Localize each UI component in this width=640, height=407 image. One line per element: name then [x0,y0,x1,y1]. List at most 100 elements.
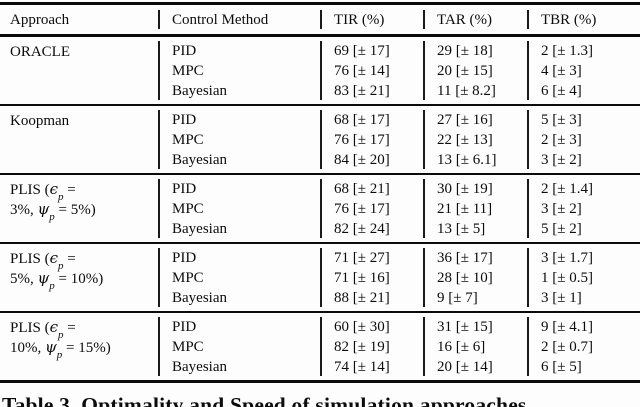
tbr-value: 6 [± 5] [541,358,582,375]
table-group-koopman: Koopman PID MPC Bayesian 68 [± 17] 76 [±… [0,106,640,173]
group-separator-rule [0,310,640,313]
tar-value: 29 [± 18] [437,42,493,59]
tir-value: 88 [± 21] [334,289,390,306]
header-tar: TAR (%) [423,5,527,34]
tar-value: 20 [± 15] [437,62,493,79]
tbr-value: 5 [± 3] [541,111,582,128]
tir-cell: 68 [± 21] 76 [± 17] 82 [± 24] [320,175,423,242]
approach-label-line2: 5%, ψp = 10%) [10,268,104,292]
tbr-value: 9 [± 4.1] [541,318,593,335]
approach-label-line2 [10,61,156,81]
header-tir: TIR (%) [320,5,423,34]
table-bottom-rule [0,379,640,383]
tir-value: 69 [± 17] [334,42,390,59]
tir-value: 82 [± 19] [334,338,390,355]
tar-value: 21 [± 11] [437,200,493,217]
control-method-cell: PID MPC Bayesian [158,175,320,242]
tar-value: 27 [± 16] [437,111,493,128]
control-method-value: MPC [172,200,204,217]
tbr-value: 3 [± 2] [541,151,582,168]
header-approach: Approach [10,12,70,28]
approach-cell: PLIS (ϵp = 3%, ψp = 5%) [0,175,158,242]
tir-value: 82 [± 24] [334,220,390,237]
tir-value: 83 [± 21] [334,82,390,99]
control-method-value: MPC [172,131,204,148]
tir-value: 76 [± 17] [334,200,390,217]
tir-value: 74 [± 14] [334,358,390,375]
tbr-cell: 5 [± 3] 2 [± 3] 3 [± 2] [527,106,640,173]
tar-cell: 31 [± 15] 16 [± 6] 20 [± 14] [423,313,527,380]
control-method-cell: PID MPC Bayesian [158,106,320,173]
control-method-value: MPC [172,62,204,79]
tir-value: 76 [± 14] [334,62,390,79]
tar-value: 11 [± 8.2] [437,82,496,99]
control-method-cell: PID MPC Bayesian [158,244,320,311]
header-bottom-rule [0,34,640,37]
tar-value: 9 [± 7] [437,289,478,306]
approach-label-line2: 10%, ψp = 15%) [10,337,111,361]
tar-value: 31 [± 15] [437,318,493,335]
tar-value: 20 [± 14] [437,358,493,375]
approach-label: PLIS (ϵp = [10,248,76,272]
group-separator-rule [0,172,640,175]
tbr-value: 2 [± 0.7] [541,338,593,355]
control-method-value: PID [172,249,197,266]
results-table: Approach Control Method TIR (%) TAR (%) … [0,2,640,383]
tar-cell: 30 [± 19] 21 [± 11] 13 [± 5] [423,175,527,242]
table-top-rule [0,2,640,5]
control-method-value: MPC [172,338,204,355]
tir-cell: 71 [± 27] 71 [± 16] 88 [± 21] [320,244,423,311]
header-tbr: TBR (%) [527,5,640,34]
control-method-value: MPC [172,269,204,286]
tbr-cell: 2 [± 1.3] 4 [± 3] 6 [± 4] [527,37,640,104]
tar-value: 36 [± 17] [437,249,493,266]
approach-cell: PLIS (ϵp = 5%, ψp = 10%) [0,244,158,311]
tbr-value: 2 [± 1.4] [541,180,593,197]
tir-value: 68 [± 21] [334,180,390,197]
tar-value: 30 [± 19] [437,180,493,197]
tbr-value: 1 [± 0.5] [541,269,593,286]
tar-value: 13 [± 6.1] [437,151,497,168]
tbr-value: 5 [± 2] [541,220,582,237]
tar-value: 22 [± 13] [437,131,493,148]
approach-cell: Koopman [0,106,158,173]
tbr-value: 3 [± 2] [541,200,582,217]
control-method-value: PID [172,318,197,335]
tir-cell: 69 [± 17] 76 [± 14] 83 [± 21] [320,37,423,104]
tir-value: 84 [± 20] [334,151,390,168]
tbr-cell: 3 [± 1.7] 1 [± 0.5] 3 [± 1] [527,244,640,311]
tir-value: 71 [± 16] [334,269,390,286]
tir-value: 71 [± 27] [334,249,390,266]
approach-label-line2 [10,130,156,150]
control-method-value: PID [172,111,197,128]
tar-cell: 27 [± 16] 22 [± 13] 13 [± 6.1] [423,106,527,173]
group-separator-rule [0,241,640,244]
tar-value: 28 [± 10] [437,269,493,286]
tar-value: 13 [± 5] [437,220,486,237]
table-group-plis-3-5: PLIS (ϵp = 3%, ψp = 5%) PID MPC Bayesian… [0,175,640,242]
tir-value: 76 [± 17] [334,131,390,148]
epsilon-symbol: ϵ [49,179,58,198]
approach-label: PLIS (ϵp = [10,317,76,341]
control-method-value: PID [172,42,197,59]
table-caption: Table 3. Optimality and Speed of simulat… [2,393,527,407]
tbr-value: 3 [± 1] [541,289,582,306]
control-method-cell: PID MPC Bayesian [158,313,320,380]
psi-symbol: ψ [37,268,50,287]
header-control-method: Control Method [158,5,320,34]
tir-cell: 68 [± 17] 76 [± 17] 84 [± 20] [320,106,423,173]
tbr-cell: 2 [± 1.4] 3 [± 2] 5 [± 2] [527,175,640,242]
tar-cell: 29 [± 18] 20 [± 15] 11 [± 8.2] [423,37,527,104]
tbr-value: 2 [± 1.3] [541,42,593,59]
control-method-value: PID [172,180,197,197]
tbr-value: 4 [± 3] [541,62,582,79]
approach-label-line2: 3%, ψp = 5%) [10,199,96,223]
table-group-oracle: ORACLE PID MPC Bayesian 69 [± 17] 76 [± … [0,37,640,104]
control-method-cell: PID MPC Bayesian [158,37,320,104]
tir-cell: 60 [± 30] 82 [± 19] 74 [± 14] [320,313,423,380]
group-separator-rule [0,103,640,106]
psi-symbol: ψ [37,199,50,218]
control-method-value: Bayesian [172,151,227,168]
tbr-value: 3 [± 1.7] [541,249,593,266]
